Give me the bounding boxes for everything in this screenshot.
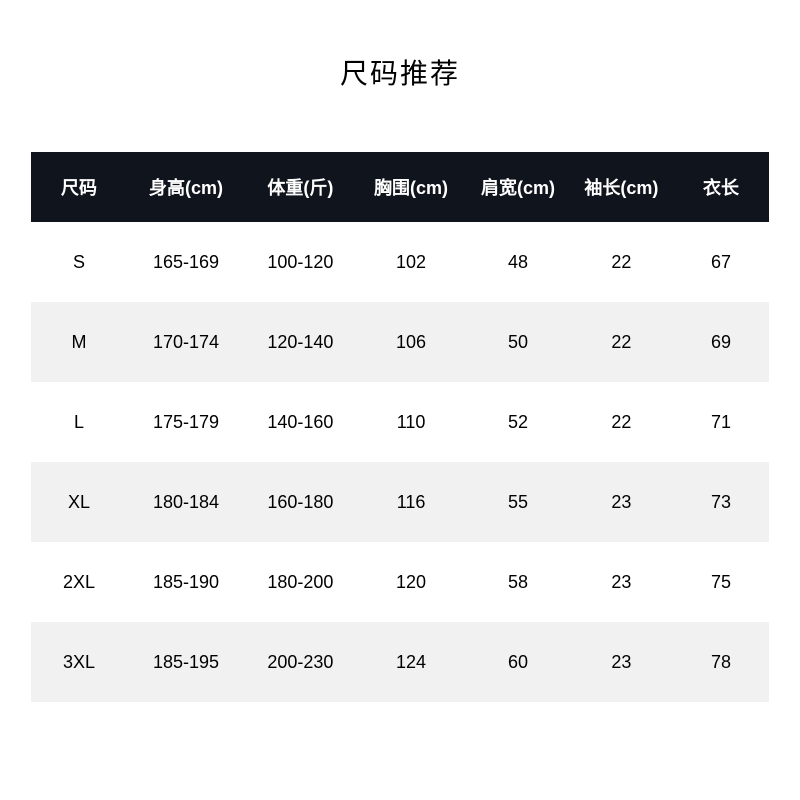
cell-weight: 140-160 [245,382,356,462]
cell-chest: 106 [356,302,467,382]
cell-shoulder: 52 [466,382,569,462]
cell-chest: 110 [356,382,467,462]
col-header-shoulder: 肩宽(cm) [466,152,569,222]
cell-chest: 116 [356,462,467,542]
col-header-size: 尺码 [31,152,127,222]
cell-chest: 102 [356,222,467,302]
cell-chest: 124 [356,622,467,702]
cell-height: 180-184 [127,462,245,542]
cell-weight: 160-180 [245,462,356,542]
col-header-weight: 体重(斤) [245,152,356,222]
size-table: 尺码 身高(cm) 体重(斤) 胸围(cm) 肩宽(cm) 袖长(cm) 衣长 … [31,152,769,702]
cell-size: M [31,302,127,382]
cell-height: 175-179 [127,382,245,462]
cell-sleeve: 22 [570,222,673,302]
cell-size: L [31,382,127,462]
cell-length: 78 [673,622,769,702]
cell-size: XL [31,462,127,542]
cell-sleeve: 23 [570,462,673,542]
cell-shoulder: 55 [466,462,569,542]
table-row: M 170-174 120-140 106 50 22 69 [31,302,769,382]
table-row: L 175-179 140-160 110 52 22 71 [31,382,769,462]
cell-length: 69 [673,302,769,382]
cell-length: 71 [673,382,769,462]
cell-shoulder: 58 [466,542,569,622]
table-header-row: 尺码 身高(cm) 体重(斤) 胸围(cm) 肩宽(cm) 袖长(cm) 衣长 [31,152,769,222]
cell-length: 73 [673,462,769,542]
cell-height: 185-190 [127,542,245,622]
cell-length: 67 [673,222,769,302]
cell-size: S [31,222,127,302]
cell-sleeve: 22 [570,302,673,382]
cell-size: 2XL [31,542,127,622]
table-row: S 165-169 100-120 102 48 22 67 [31,222,769,302]
cell-shoulder: 48 [466,222,569,302]
page-title: 尺码推荐 [340,52,460,92]
cell-weight: 100-120 [245,222,356,302]
col-header-sleeve: 袖长(cm) [570,152,673,222]
col-header-length: 衣长 [673,152,769,222]
cell-sleeve: 23 [570,542,673,622]
size-table-container: 尺码 身高(cm) 体重(斤) 胸围(cm) 肩宽(cm) 袖长(cm) 衣长 … [31,152,769,702]
table-row: 2XL 185-190 180-200 120 58 23 75 [31,542,769,622]
cell-length: 75 [673,542,769,622]
cell-shoulder: 60 [466,622,569,702]
cell-weight: 200-230 [245,622,356,702]
cell-weight: 180-200 [245,542,356,622]
cell-height: 170-174 [127,302,245,382]
cell-sleeve: 22 [570,382,673,462]
cell-size: 3XL [31,622,127,702]
cell-height: 165-169 [127,222,245,302]
col-header-height: 身高(cm) [127,152,245,222]
cell-chest: 120 [356,542,467,622]
cell-height: 185-195 [127,622,245,702]
cell-shoulder: 50 [466,302,569,382]
cell-sleeve: 23 [570,622,673,702]
table-row: 3XL 185-195 200-230 124 60 23 78 [31,622,769,702]
col-header-chest: 胸围(cm) [356,152,467,222]
table-row: XL 180-184 160-180 116 55 23 73 [31,462,769,542]
cell-weight: 120-140 [245,302,356,382]
